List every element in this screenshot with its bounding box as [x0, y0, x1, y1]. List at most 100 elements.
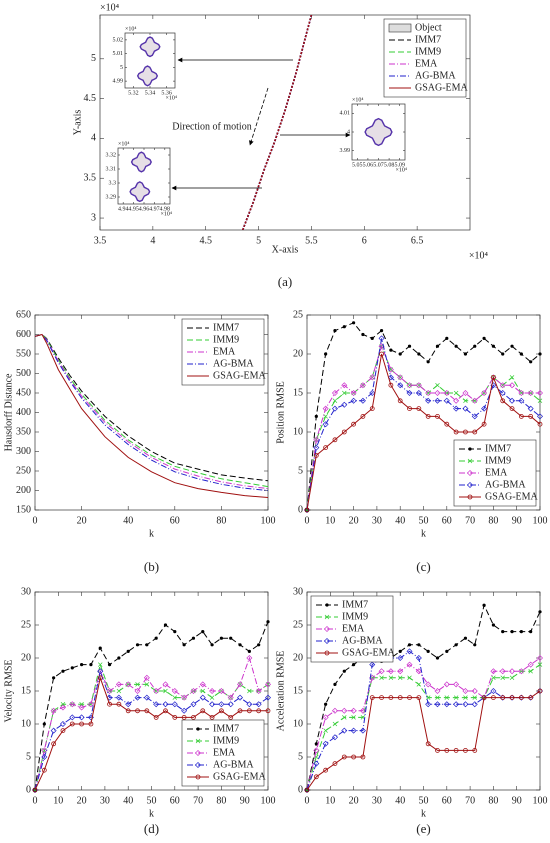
- point-marker: [426, 360, 430, 364]
- point-marker: [537, 655, 543, 661]
- point-marker: [359, 707, 366, 714]
- x-tick-label: 5.34: [145, 90, 156, 96]
- point-marker: [331, 707, 338, 714]
- y-tick-label: 200: [16, 485, 31, 496]
- point-marker: [341, 429, 347, 435]
- point-marker: [145, 643, 149, 647]
- x-tick-label: 100: [261, 795, 276, 806]
- point-marker: [171, 701, 178, 708]
- point-marker: [323, 414, 328, 419]
- point-marker: [323, 728, 328, 733]
- point-marker: [143, 694, 150, 701]
- panel-label: (b): [144, 559, 159, 574]
- x-tick-label: 40: [123, 795, 133, 806]
- point-marker: [518, 397, 525, 404]
- point-marker: [443, 681, 450, 688]
- point-marker: [190, 688, 197, 694]
- point-marker: [406, 390, 413, 396]
- y-tick-label: 5: [120, 65, 123, 71]
- y-tick-label: 4.5: [84, 93, 97, 104]
- point-marker: [125, 708, 131, 714]
- y-tick-label: 0: [298, 784, 303, 795]
- point-marker: [435, 695, 440, 700]
- point-marker: [153, 715, 159, 720]
- point-marker: [472, 695, 478, 700]
- point-marker: [209, 695, 215, 700]
- point-marker: [407, 643, 412, 647]
- legend-label: Object: [415, 22, 442, 33]
- point-marker: [42, 722, 46, 726]
- point-marker: [481, 421, 487, 427]
- y-tick-label: 4.01: [340, 111, 351, 117]
- point-marker: [229, 636, 233, 640]
- point-marker: [162, 681, 169, 688]
- x-axis-label: k: [421, 528, 426, 539]
- y-tick-label: 15: [293, 685, 303, 696]
- point-marker: [369, 406, 375, 412]
- point-marker: [462, 390, 469, 396]
- point-marker: [351, 421, 357, 427]
- point-marker: [172, 715, 178, 720]
- y-tick-label: 0: [26, 784, 31, 795]
- point-marker: [323, 445, 329, 451]
- point-marker: [509, 406, 515, 412]
- legend-label: IMM9: [213, 735, 239, 746]
- legend-label: GSAG-EMA: [213, 771, 267, 782]
- point-marker: [397, 668, 404, 675]
- y-tick-label: 400: [16, 407, 31, 418]
- x-tick-label: 80: [216, 515, 226, 526]
- x-tick-label: 40: [123, 515, 133, 526]
- legend-label: EMA: [415, 58, 438, 69]
- y-tick-label: 250: [16, 465, 31, 476]
- point-marker: [415, 382, 422, 389]
- legend-label: IMM9: [485, 455, 511, 466]
- point-marker: [379, 675, 384, 681]
- point-marker: [41, 754, 48, 760]
- x-tick-label: 5.07: [373, 162, 384, 168]
- x-tick-label: 5.32: [128, 90, 139, 96]
- panel-label: (d): [144, 821, 159, 836]
- y-tick-label: 5.01: [113, 51, 124, 57]
- series-line: [307, 603, 540, 790]
- point-marker: [154, 636, 158, 640]
- annotation: Direction of motion: [172, 121, 251, 132]
- legend-label: IMM7: [213, 723, 239, 734]
- legend-label: AG-BMA: [213, 358, 254, 369]
- point-marker: [350, 397, 357, 404]
- point-marker: [499, 668, 506, 675]
- point-marker: [473, 643, 477, 647]
- point-marker: [144, 682, 150, 687]
- legend-swatch: [388, 23, 412, 33]
- x-axis-label: k: [149, 528, 154, 539]
- point-marker: [98, 646, 102, 650]
- point-marker: [482, 336, 486, 340]
- point-marker: [342, 325, 346, 329]
- x-tick-label: 10: [53, 795, 63, 806]
- point-marker: [453, 695, 459, 700]
- point-marker: [201, 630, 205, 634]
- point-marker: [323, 767, 329, 773]
- y-tick-label: 4: [91, 133, 96, 144]
- x-tick-label: 10: [325, 795, 335, 806]
- x-tick-label: 3.5: [94, 235, 107, 246]
- panel-label: (c): [416, 559, 430, 574]
- point-marker: [341, 754, 347, 760]
- point-marker: [218, 708, 224, 714]
- series-line: [35, 333, 268, 490]
- point-marker: [397, 382, 404, 389]
- point-marker: [397, 675, 403, 681]
- series-line: [35, 333, 268, 498]
- point-marker: [60, 701, 66, 707]
- series-line: [307, 657, 540, 790]
- panel-label: (e): [416, 821, 430, 836]
- point-marker: [324, 614, 330, 620]
- point-marker: [191, 715, 196, 720]
- point-marker: [453, 405, 460, 412]
- point-marker: [379, 329, 384, 333]
- x-tick-label: 20: [349, 515, 359, 526]
- point-marker: [342, 715, 347, 720]
- y-tick-label: 5: [298, 465, 303, 476]
- point-marker: [499, 382, 506, 389]
- x-tick-label: 100: [533, 515, 548, 526]
- legend-label: AG-BMA: [415, 70, 456, 81]
